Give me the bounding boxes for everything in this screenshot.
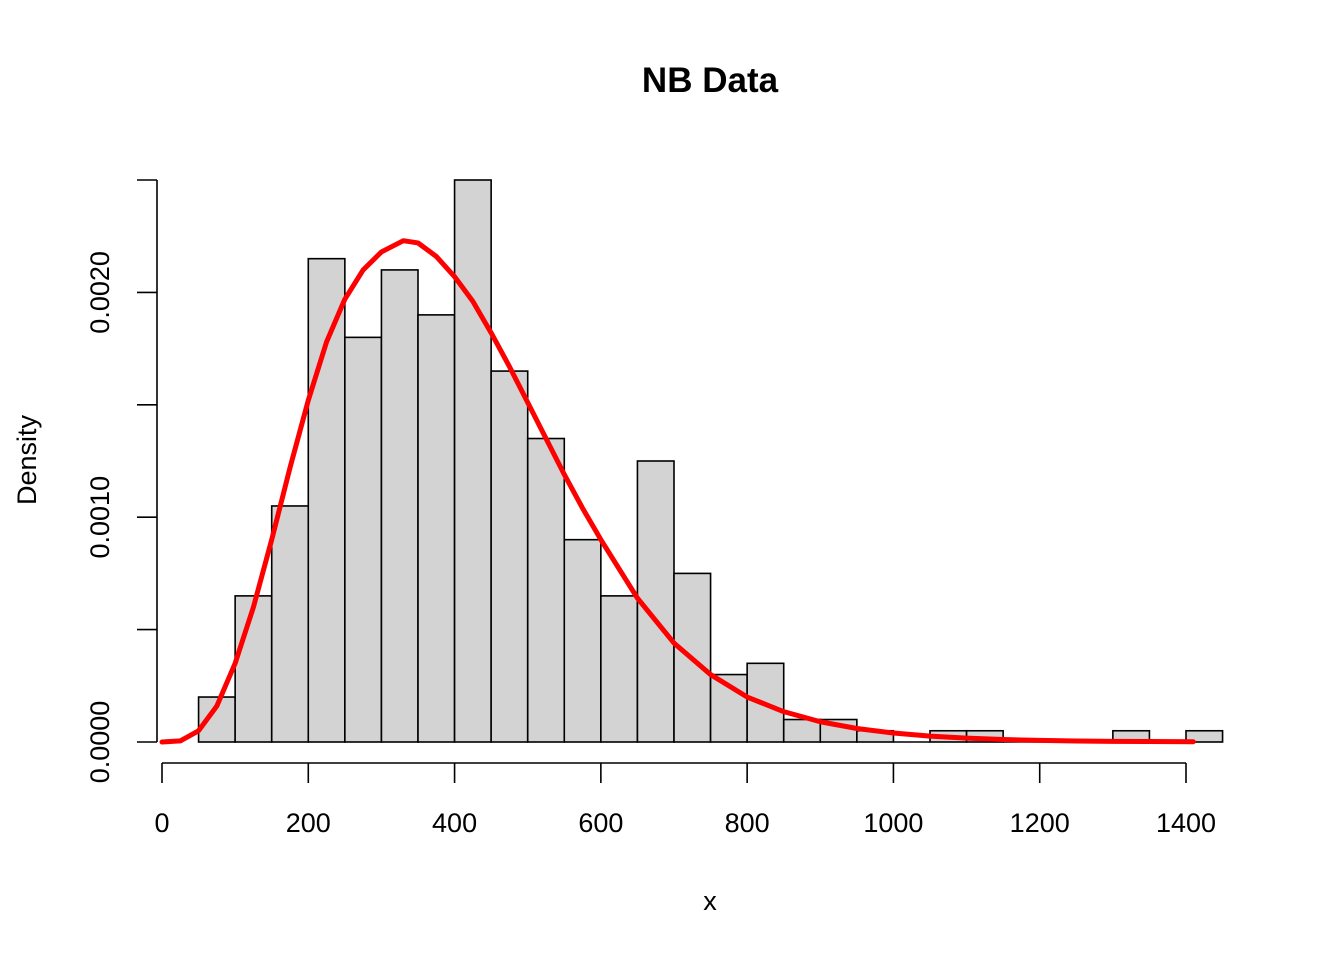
histogram-bar xyxy=(782,718,822,743)
x-tick-label: 800 xyxy=(725,808,770,838)
histogram-bar xyxy=(600,595,639,743)
histogram-bar xyxy=(1185,729,1224,743)
density-curve xyxy=(159,238,1196,745)
x-axis-label: x xyxy=(703,886,717,916)
x-tick-label: 0 xyxy=(154,808,169,838)
histogram-bar xyxy=(526,437,566,743)
y-axis-label: Density xyxy=(12,414,42,505)
y-tick-label: 0.0010 xyxy=(85,476,115,559)
y-tick-label: 0.0020 xyxy=(85,251,115,334)
histogram-bar xyxy=(453,179,492,743)
x-tick-label: 400 xyxy=(432,808,477,838)
y-tick-label: 0.0000 xyxy=(85,701,115,784)
histogram-bar xyxy=(380,269,419,743)
x-tick-label: 1000 xyxy=(863,808,923,838)
histogram-bars xyxy=(197,179,1224,743)
histogram-bar xyxy=(490,370,529,743)
histogram-bar xyxy=(307,257,346,743)
histogram-bar xyxy=(344,336,383,743)
histogram-bar xyxy=(636,460,675,743)
x-tick-label: 1400 xyxy=(1156,808,1216,838)
x-tick-label: 600 xyxy=(578,808,623,838)
histogram-bar xyxy=(270,505,310,743)
chart-title: NB Data xyxy=(642,61,779,100)
histogram-bar xyxy=(417,314,456,743)
x-axis: 0 200 400 600 800 1000 1200 1400 xyxy=(154,762,1216,838)
histogram-bar xyxy=(234,595,273,743)
y-axis: 0.0000 0.0010 0.0020 xyxy=(85,179,158,784)
x-tick-label: 200 xyxy=(286,808,331,838)
histogram-bar xyxy=(563,538,602,743)
x-tick-label: 1200 xyxy=(1010,808,1070,838)
